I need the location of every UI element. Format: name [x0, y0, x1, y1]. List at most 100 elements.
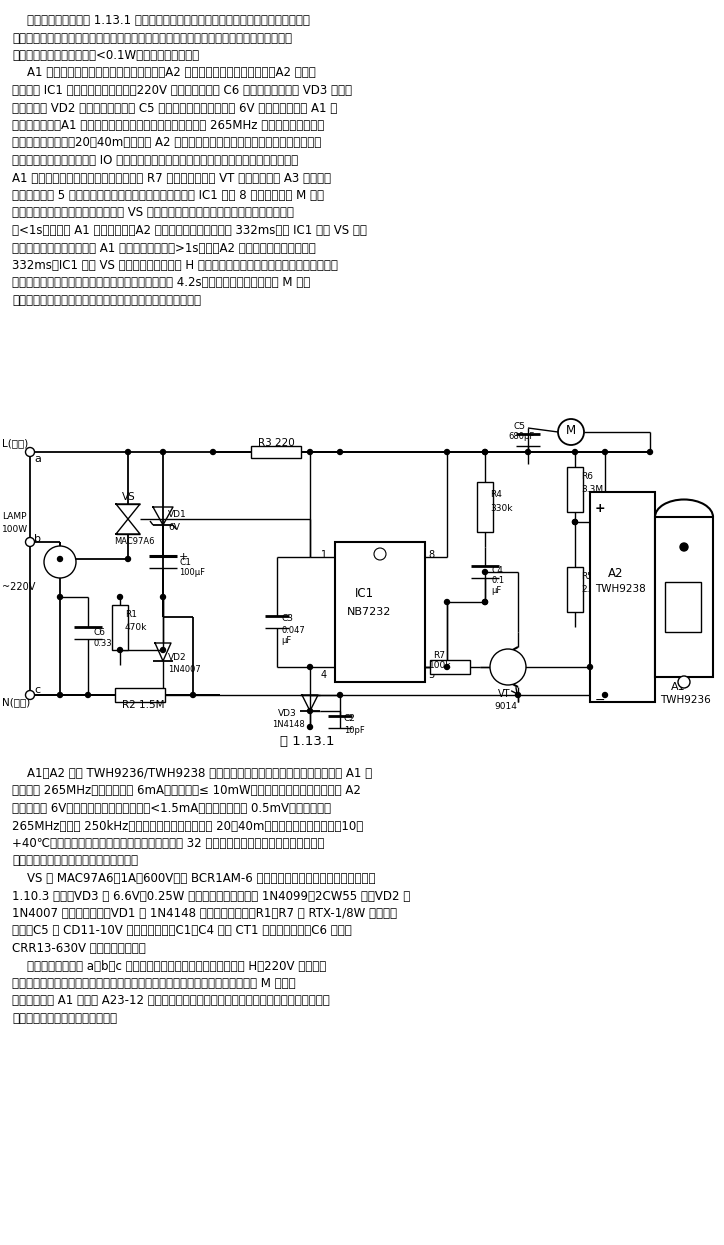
Text: 100k: 100k: [429, 661, 452, 670]
Circle shape: [445, 665, 450, 670]
Circle shape: [25, 538, 35, 547]
Bar: [590, 492, 655, 702]
Text: a: a: [34, 454, 41, 464]
Circle shape: [308, 665, 313, 670]
Circle shape: [337, 449, 342, 454]
Circle shape: [117, 595, 122, 600]
Bar: [115, 688, 165, 702]
Text: c: c: [34, 685, 40, 695]
Bar: [251, 446, 301, 458]
Circle shape: [445, 600, 450, 605]
Text: 6V: 6V: [168, 523, 180, 532]
Text: 集成电路 IC1 等构成了接收控制器。220V 交流电经电容器 C6 限流、稳压二极管 VD3 限压、: 集成电路 IC1 等构成了接收控制器。220V 交流电经电容器 C6 限流、稳压…: [12, 83, 352, 97]
Circle shape: [374, 548, 386, 560]
Text: 10pF: 10pF: [344, 726, 365, 735]
Text: NB7232: NB7232: [347, 608, 392, 618]
Text: C4: C4: [491, 566, 503, 575]
Text: C1: C1: [179, 558, 191, 566]
Text: A1 操作键的时间长短，它通过限流电阵 R7 驱动晶体三极管 VT 导通，进而使 A3 的低电平: A1 操作键的时间长短，它通过限流电阵 R7 驱动晶体三极管 VT 导通，进而使…: [12, 172, 331, 184]
Text: N(零线): N(零线): [2, 697, 30, 707]
Text: 阵器。C5 用 CD11-10V 型电解电容器。C1～C4 均用 CT1 型瓷介电容器，C6 用优质: 阵器。C5 用 CD11-10V 型电解电容器。C1～C4 均用 CT1 型瓷介…: [12, 925, 352, 937]
Text: ~220V: ~220V: [2, 581, 35, 593]
Circle shape: [445, 449, 450, 454]
Text: C3: C3: [281, 614, 293, 622]
Circle shape: [680, 543, 688, 552]
Circle shape: [602, 692, 607, 697]
Circle shape: [190, 692, 195, 697]
Text: 1: 1: [321, 550, 327, 560]
Text: 体，具有无线电遥控和触摸方式控制电灯开关和亮度的功能，适用于控制客厅吸灯、台灯和: 体，具有无线电遥控和触摸方式控制电灯开关和亮度的功能，适用于控制客厅吸灯、台灯和: [12, 31, 292, 45]
Text: 码后，从解码有效非锁存端 IO 输出一正脉冲。该正脉冲保持时间（脉冲宽度）取决于按下: 码后，从解码有效非锁存端 IO 输出一正脉冲。该正脉冲保持时间（脉冲宽度）取决于…: [12, 154, 298, 167]
Text: R6: R6: [581, 472, 593, 481]
Circle shape: [25, 447, 35, 457]
Text: 0.047: 0.047: [281, 626, 305, 635]
Text: 控制输入端第 5 脚获得相应的反相负脉冲触发信号，控制 IC1 从第 8 脚输出与触摸 M 时一: 控制输入端第 5 脚获得相应的反相负脉冲触发信号，控制 IC1 从第 8 脚输出…: [12, 189, 324, 202]
Bar: [567, 467, 583, 512]
Text: VS: VS: [122, 492, 136, 502]
Text: 整个开关对外只有 a、b、c 三根引线，应按图所示正确与被控电灯 H、220V 交流电源: 整个开关对外只有 a、b、c 三根引线，应按图所示正确与被控电灯 H、220V …: [12, 960, 327, 972]
Text: 0.33µF: 0.33µF: [93, 639, 122, 647]
Text: −: −: [595, 693, 605, 707]
Text: TWH9238: TWH9238: [595, 584, 646, 594]
Text: A1 为微型钐匙扣式无线遥控编码发射器，A2 为与其配套的接收解码模块。A2 和调光: A1 为微型钐匙扣式无线遥控编码发射器，A2 为与其配套的接收解码模块。A2 和…: [12, 66, 316, 80]
Circle shape: [515, 692, 521, 697]
Text: 2.2M: 2.2M: [581, 585, 603, 594]
Text: 工作电压为 6V，工作电流（输出端悬空）<1.5mA，接收灵敏度为 0.5mV，接收频率为: 工作电压为 6V，工作电流（输出端悬空）<1.5mA，接收灵敏度为 0.5mV，…: [12, 802, 331, 815]
Circle shape: [573, 519, 578, 524]
Circle shape: [57, 692, 62, 697]
Text: VD3: VD3: [278, 708, 297, 718]
Text: （<1s）发射器 A1 上的按键时，A2 输出的指令信号时间小于 332ms，由 IC1 控制 VS 工作: （<1s）发射器 A1 上的按键时，A2 输出的指令信号时间小于 332ms，由…: [12, 224, 367, 237]
Text: VS 用 MAC97A6（1A，600V）或 BCR1AM-6 等小型塑封双向晶闸管，引脚排列如图: VS 用 MAC97A6（1A，600V）或 BCR1AM-6 等小型塑封双向晶…: [12, 872, 376, 885]
Text: µF: µF: [491, 586, 501, 595]
Text: C6: C6: [93, 627, 105, 637]
Text: µF: µF: [281, 636, 291, 645]
Circle shape: [161, 449, 166, 454]
Circle shape: [482, 569, 487, 574]
Circle shape: [482, 449, 487, 454]
Text: L(相线): L(相线): [2, 438, 28, 448]
Circle shape: [308, 725, 313, 730]
Text: 通过掌握接触时间长短，同样可完成以上的调光及开关任务。: 通过掌握接触时间长短，同样可完成以上的调光及开关任务。: [12, 294, 201, 308]
Circle shape: [57, 557, 62, 561]
Text: 470k: 470k: [125, 622, 148, 632]
Circle shape: [602, 449, 607, 454]
Circle shape: [337, 692, 342, 697]
Text: VD1: VD1: [168, 510, 187, 519]
Text: 100W: 100W: [2, 525, 28, 534]
Circle shape: [647, 449, 652, 454]
Circle shape: [117, 647, 122, 652]
Text: 1.10.3 所示。VD3 用 6.6V，0.25W 普通硅稳压二极管，如 1N4099、2CW55 等；VD2 用: 1.10.3 所示。VD3 用 6.6V，0.25W 普通硅稳压二极管，如 1N…: [12, 889, 411, 903]
Bar: [335, 542, 425, 682]
Circle shape: [57, 595, 62, 600]
Text: 0.1: 0.1: [491, 576, 504, 585]
Circle shape: [526, 449, 531, 454]
Circle shape: [44, 547, 76, 578]
Circle shape: [490, 649, 526, 685]
Text: 4: 4: [321, 670, 327, 680]
Text: 680pF: 680pF: [508, 432, 534, 441]
Text: VD2: VD2: [168, 652, 187, 662]
Circle shape: [125, 449, 130, 454]
Text: A2: A2: [608, 566, 623, 580]
Text: TWH9236: TWH9236: [660, 695, 711, 705]
Text: 有效作用距离范围（20～40m）内，被 A2 模块内藏天线接收，经内部电路放大、检波、解: 有效作用距离范围（20～40m）内，被 A2 模块内藏天线接收，经内部电路放大、…: [12, 137, 321, 149]
Text: 于开关状态。当按下发射器 A1 上的按键不松手（>1s）时，A2 输出的指令信号时间大于: 于开关状态。当按下发射器 A1 上的按键不松手（>1s）时，A2 输出的指令信号…: [12, 242, 316, 254]
Text: R3 220: R3 220: [258, 438, 295, 448]
Text: LAMP: LAMP: [2, 512, 27, 520]
Text: 相接，尤其是交流电源相线（火线）和零线（地线）的位置不可互换，否则触摸 M 会不起: 相接，尤其是交流电源相线（火线）和零线（地线）的位置不可互换，否则触摸 M 会不…: [12, 977, 295, 990]
Text: 作频率为 265MHz，工作电流约 6mA，发射功率≤ 10mW，不发射时不耗电。接收模块 A2: 作频率为 265MHz，工作电流约 6mA，发射功率≤ 10mW，不发射时不耗电…: [12, 784, 361, 798]
Circle shape: [211, 449, 216, 454]
Text: R4: R4: [490, 491, 502, 499]
Text: +40℃。由于采用编码发射技术，不重复编码达到 32 万组，所以实际使用中一般不会发生两: +40℃。由于采用编码发射技术，不重复编码达到 32 万组，所以实际使用中一般不…: [12, 837, 324, 850]
Text: A1: A1: [671, 682, 686, 692]
Text: 的按键开关时，A1 内藏发射天线便会向周围空间辐射出频率 265MHz 的编码无线电波，在: 的按键开关时，A1 内藏发射天线便会向周围空间辐射出频率 265MHz 的编码无…: [12, 120, 324, 132]
Circle shape: [85, 692, 90, 697]
Text: 开发射器上的按键为止。灯光单向变化一次的周期为 4.2s。当人手直接触摸金属片 M 时，: 开发射器上的按键为止。灯光单向变化一次的周期为 4.2s。当人手直接触摸金属片 …: [12, 276, 311, 290]
Circle shape: [161, 595, 166, 600]
Text: MAC97A6: MAC97A6: [114, 537, 154, 547]
Text: 晶体二极管 VD2 半波整流和电容器 C5 滤波后，给控制电路提供 6V 直流电。当按压 A1 上: 晶体二极管 VD2 半波整流和电容器 C5 滤波后，给控制电路提供 6V 直流电…: [12, 102, 337, 115]
Text: 个以上电灯遥控电路之间互相干扰问题。: 个以上电灯遥控电路之间互相干扰问题。: [12, 854, 138, 868]
Text: 5: 5: [428, 670, 434, 680]
Text: C2: C2: [344, 713, 356, 723]
Text: R5: R5: [581, 571, 593, 581]
